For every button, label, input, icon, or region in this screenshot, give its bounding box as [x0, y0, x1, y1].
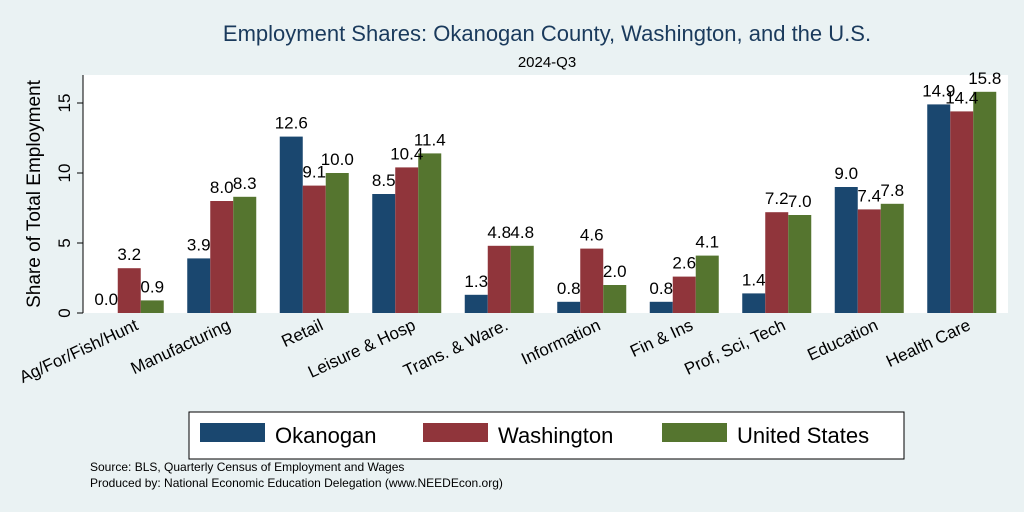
data-label: 1.4 — [742, 270, 766, 289]
bar-okanogan — [649, 301, 673, 313]
legend-label: United States — [737, 423, 869, 448]
bar-united-states — [140, 300, 164, 313]
chart-subtitle: 2024-Q3 — [518, 54, 576, 71]
category-label: Education — [804, 315, 881, 364]
bar-okanogan — [834, 187, 858, 313]
legend-swatch-united-states — [662, 423, 727, 442]
data-label: 4.8 — [487, 223, 511, 242]
data-label: 12.6 — [275, 114, 308, 133]
legend: Okanogan Washington United States — [188, 411, 905, 460]
data-label: 10.4 — [390, 144, 423, 163]
bar-washington — [117, 268, 141, 313]
source-note: Source: BLS, Quarterly Census of Employm… — [90, 460, 404, 474]
data-label: 3.2 — [117, 245, 141, 264]
data-label: 10.0 — [321, 150, 354, 169]
bars-group — [117, 91, 997, 314]
data-label: 9.1 — [302, 163, 326, 182]
bar-washington — [580, 248, 604, 313]
bar-united-states — [325, 173, 349, 313]
data-label: 0.9 — [140, 277, 164, 296]
category-label: Health Care — [883, 315, 973, 371]
bar-washington — [857, 209, 881, 313]
legend-box — [188, 411, 905, 460]
data-label: 2.0 — [603, 262, 627, 281]
y-axis-label: Share of Total Employment — [24, 79, 45, 307]
bar-washington — [487, 245, 511, 313]
bar-washington — [302, 185, 326, 313]
y-tick-label: 15 — [55, 94, 74, 113]
data-label: 8.3 — [233, 174, 257, 193]
chart-title: Employment Shares: Okanogan County, Wash… — [223, 21, 871, 46]
data-label: 14.9 — [922, 81, 955, 100]
data-label: 7.2 — [765, 189, 789, 208]
bar-okanogan — [557, 301, 581, 313]
legend-swatch-okanogan — [200, 423, 265, 442]
bar-united-states — [510, 245, 534, 313]
data-label: 8.5 — [372, 171, 396, 190]
data-label: 8.0 — [210, 178, 234, 197]
bar-washington — [950, 111, 974, 314]
bar-washington — [395, 167, 419, 313]
bar-united-states — [880, 203, 904, 313]
bar-united-states — [418, 153, 442, 313]
bar-united-states — [695, 255, 719, 313]
bar-okanogan — [187, 258, 211, 313]
bar-united-states — [788, 215, 812, 313]
data-label: 14.4 — [945, 88, 978, 107]
data-label: 2.6 — [672, 254, 696, 273]
data-label: 0.0 — [94, 290, 118, 309]
y-tick-label: 10 — [55, 164, 74, 183]
bar-okanogan — [279, 136, 303, 313]
data-label: 1.3 — [464, 272, 488, 291]
category-label: Prof, Sci, Tech — [681, 315, 788, 378]
data-label: 4.6 — [580, 226, 604, 245]
data-label: 7.8 — [880, 181, 904, 200]
bar-united-states — [233, 196, 257, 313]
y-tick-label: 5 — [55, 238, 74, 247]
category-label: Retail — [279, 315, 326, 351]
y-tick-label: 0 — [55, 308, 74, 317]
data-label: 4.1 — [695, 233, 719, 252]
bar-washington — [210, 201, 234, 313]
data-label: 9.0 — [834, 164, 858, 183]
data-label: 4.8 — [510, 223, 534, 242]
bar-okanogan — [464, 294, 488, 313]
bar-okanogan — [927, 104, 951, 314]
data-label: 15.8 — [968, 69, 1001, 88]
bar-washington — [765, 212, 789, 313]
bar-united-states — [603, 285, 627, 313]
bar-united-states — [973, 91, 997, 313]
legend-label: Okanogan — [275, 423, 377, 448]
data-label: 0.8 — [649, 279, 673, 298]
bar-okanogan — [372, 194, 396, 313]
legend-swatch-washington — [423, 423, 488, 442]
category-label: Trans. & Ware. — [400, 315, 510, 380]
y-ticks: 0 5 10 15 — [55, 94, 83, 318]
data-label: 0.8 — [557, 279, 581, 298]
category-label: Fin & Ins — [627, 315, 696, 361]
legend-label: Washington — [498, 423, 613, 448]
data-labels-group: 0.0 3.2 0.9 3.9 8.0 8.3 12.6 9.110.0 8.5 10.411.4… — [94, 69, 1001, 309]
category-label: Information — [518, 315, 603, 368]
category-label: Manufacturing — [128, 315, 234, 378]
data-label: 11.4 — [414, 130, 446, 149]
bar-washington — [672, 276, 696, 313]
data-label: 7.4 — [857, 186, 881, 205]
bar-okanogan — [742, 293, 766, 313]
data-label: 3.9 — [187, 235, 211, 254]
category-label: Ag/For/Fish/Hunt — [16, 315, 141, 387]
data-label: 7.0 — [788, 192, 812, 211]
produced-note: Produced by: National Economic Education… — [90, 476, 503, 490]
